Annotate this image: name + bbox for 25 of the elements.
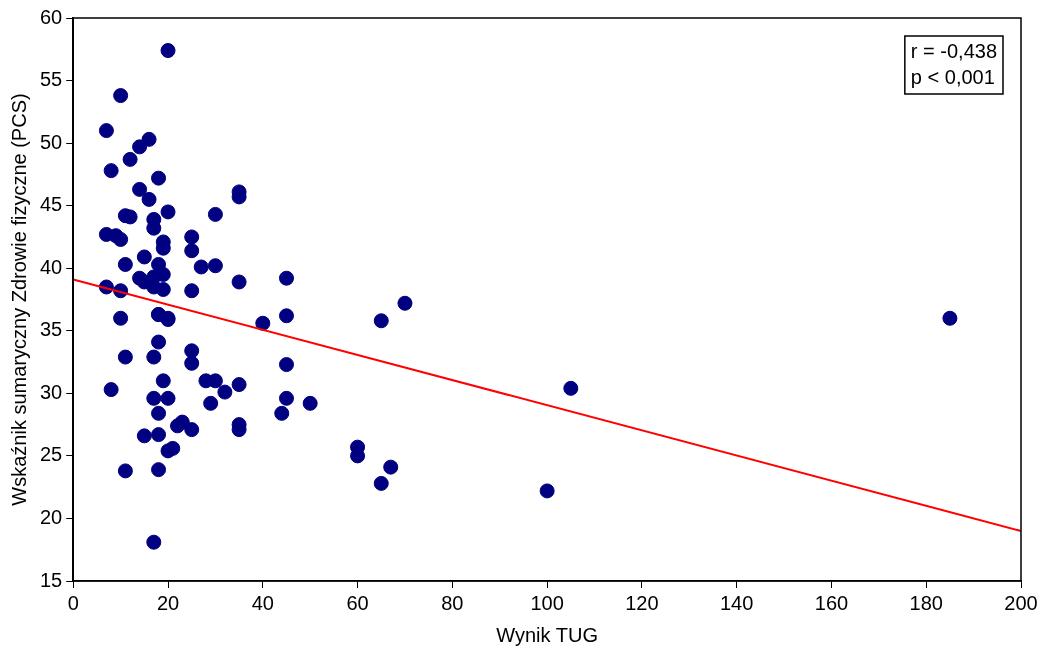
x-tick-label: 180 bbox=[909, 591, 943, 614]
y-tick-label: 25 bbox=[40, 443, 63, 466]
annotation: p < 0,001 bbox=[910, 65, 995, 88]
x-tick-label: 120 bbox=[625, 591, 659, 614]
x-axis-title: Wynik TUG bbox=[496, 623, 598, 646]
x-tick-label: 20 bbox=[156, 591, 180, 614]
x-tick-label: 100 bbox=[530, 591, 564, 614]
x-tick-label: 140 bbox=[719, 591, 754, 614]
y-tick-label: 40 bbox=[40, 255, 63, 278]
y-axis-title: Wskaźnik sumaryczny Zdrowie fizyczne (PCS) bbox=[7, 93, 30, 506]
y-tick-label: 50 bbox=[40, 130, 63, 153]
y-tick-label: 45 bbox=[40, 193, 63, 216]
y-tick-label: 30 bbox=[40, 380, 63, 403]
x-tick-label: 80 bbox=[441, 591, 464, 614]
x-tick-label: 0 bbox=[67, 591, 79, 614]
x-tick-label: 60 bbox=[346, 591, 369, 614]
y-tick-label: 15 bbox=[40, 568, 63, 591]
x-tick-label: 40 bbox=[251, 591, 274, 614]
y-tick-label: 55 bbox=[40, 68, 63, 91]
x-tick-label: 160 bbox=[814, 591, 849, 614]
x-tick-label: 200 bbox=[1004, 591, 1038, 614]
annotation: r = -0,438 bbox=[910, 39, 998, 62]
y-tick-label: 35 bbox=[40, 318, 63, 341]
y-tick-label: 20 bbox=[40, 505, 63, 528]
y-tick-label: 60 bbox=[40, 5, 63, 28]
